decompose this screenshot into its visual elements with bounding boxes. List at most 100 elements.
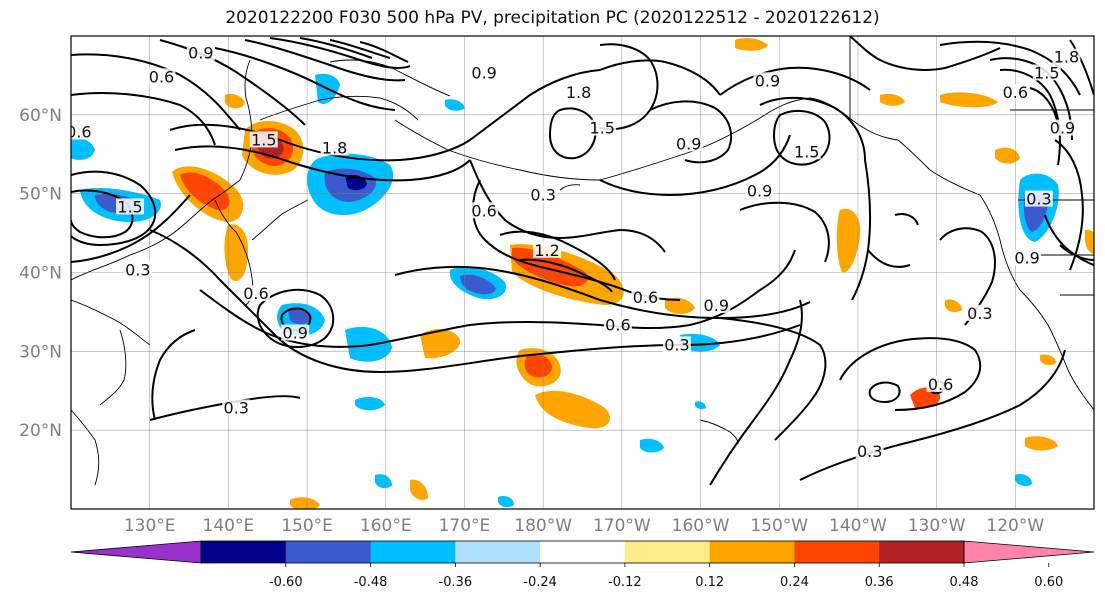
lon-tick-label: 150°W — [750, 516, 808, 536]
contour-label: 0.3 — [967, 304, 992, 323]
lon-tick-label: 160°E — [360, 516, 412, 536]
contour-label-bg — [603, 316, 632, 333]
contour-label-bg — [470, 64, 499, 81]
colorbar-tick-label: 0.36 — [865, 575, 894, 590]
colorbar-segment — [709, 541, 795, 563]
contour-label-bg — [564, 84, 593, 101]
colorbar-segment — [201, 541, 287, 563]
contour-label: 0.6 — [633, 288, 658, 307]
contour-label: 1.5 — [794, 142, 819, 161]
contour-label: 0.3 — [857, 442, 882, 461]
contour-label-bg — [965, 304, 994, 321]
contour-label: 0.3 — [530, 186, 555, 205]
gridlines — [71, 36, 1094, 509]
contour-label: 0.9 — [676, 134, 701, 153]
contour-label: 0.6 — [605, 316, 630, 335]
contour-label-bg — [123, 261, 152, 278]
colorbar-segment — [370, 541, 456, 563]
map-frame — [70, 35, 1095, 510]
contour-label-bg — [855, 442, 884, 459]
lat-tick-label: 60°N — [19, 106, 62, 126]
lon-tick-label: 140°E — [203, 516, 255, 536]
longitude-labels: 130°E 140°E 150°E 160°E 170°E 180°W 170°W 160°W… — [124, 516, 1045, 536]
map-panel: 0.60.90.6 1.5 1.80.91.80.90.91.51.50.90.30… — [66, 36, 1094, 509]
lat-tick-label: 40°N — [19, 264, 62, 284]
contour-label-bg — [1001, 84, 1030, 101]
contour-label-bg — [1024, 190, 1053, 207]
contour-label: 1.8 — [1054, 48, 1079, 67]
contour-label: 0.6 — [66, 123, 91, 142]
map-title: 2020122200 F030 500 hPa PV, precipitatio… — [225, 8, 880, 28]
lon-tick-label: 130°E — [124, 516, 176, 536]
pv-contour-labels: 0.60.90.6 1.5 1.80.91.80.90.91.51.50.90.30… — [66, 44, 1081, 461]
contour-label-bg — [631, 289, 660, 306]
contour-label-bg — [249, 131, 278, 148]
colorbar-tick-label: 0.48 — [950, 575, 979, 590]
contour-label: 0.6 — [149, 67, 174, 86]
contour-label-bg — [241, 285, 270, 302]
colorbar-segment — [794, 541, 880, 563]
contour-label: 0.6 — [928, 375, 953, 394]
lon-tick-label: 170°E — [439, 516, 491, 536]
contour-label-bg — [529, 186, 558, 203]
colorbar-segment — [285, 541, 372, 563]
contour-label-bg — [662, 336, 691, 353]
contour-label: 0.9 — [471, 63, 496, 82]
latitude-labels: 20°N 30°N 40°N 50°N 60°N — [19, 106, 62, 441]
contour-label-bg — [674, 135, 703, 152]
lon-tick-label: 170°W — [593, 516, 651, 536]
contour-label: 1.8 — [566, 83, 591, 102]
contour-label-bg — [926, 375, 955, 392]
contour-label: 0.9 — [1050, 119, 1075, 138]
contour-label-bg — [745, 182, 774, 199]
lat-tick-label: 30°N — [19, 342, 62, 362]
contour-label: 0.9 — [704, 296, 729, 315]
colorbar-tick-label: -0.12 — [608, 575, 642, 590]
contour-label: 1.5 — [251, 130, 276, 149]
colorbar-segment — [879, 541, 965, 563]
contour-label-bg — [753, 72, 782, 89]
contour-label-bg — [792, 143, 821, 160]
lon-tick-label: 180°W — [514, 516, 572, 536]
contour-label-bg — [470, 202, 499, 219]
colorbar-tick-label: 0.60 — [1034, 575, 1063, 590]
colorbar-tick-label: -0.24 — [523, 575, 557, 590]
contour-label: 1.5 — [1034, 63, 1059, 82]
lon-tick-label: 120°W — [986, 516, 1044, 536]
contour-label: 1.2 — [534, 241, 559, 260]
contour-label: 0.9 — [188, 44, 213, 63]
coastlines — [71, 36, 1094, 486]
contour-label: 0.3 — [664, 335, 689, 354]
contour-label: 0.6 — [1003, 83, 1028, 102]
colorbar-tick-label: 0.24 — [780, 575, 809, 590]
contour-label: 1.5 — [589, 119, 614, 138]
contour-label: 0.6 — [243, 284, 268, 303]
contour-label-bg — [281, 324, 310, 341]
contour-label: 1.8 — [322, 138, 347, 157]
lat-tick-label: 20°N — [19, 421, 62, 441]
contour-label: 0.3 — [224, 398, 249, 417]
colorbar-outline — [200, 540, 965, 564]
lat-tick-label: 50°N — [19, 185, 62, 205]
contour-label-bg — [320, 139, 349, 156]
colorbar: -0.60 -0.48 -0.36 -0.24 -0.12 0.12 0.24 0.36 0.4… — [70, 540, 1095, 590]
contour-label-bg — [1052, 48, 1081, 65]
contour-label: 0.9 — [755, 71, 780, 90]
colorbar-extend-min — [70, 540, 202, 564]
contour-label: 0.9 — [747, 182, 772, 201]
colorbar-segment — [455, 541, 541, 563]
colorbar-tick-label: -0.48 — [354, 575, 388, 590]
colorbar-tick-label: -0.60 — [269, 575, 303, 590]
contour-label: 0.3 — [1026, 190, 1051, 209]
colorbar-tick-label: -0.36 — [439, 575, 473, 590]
contour-label-bg — [116, 198, 145, 215]
lon-tick-label: 150°E — [281, 516, 333, 536]
contour-label: 0.6 — [471, 201, 496, 220]
colorbar-tick-label: 0.12 — [695, 575, 724, 590]
contour-label-bg — [71, 123, 93, 140]
contour-label-bg — [533, 241, 562, 258]
contour-label-bg — [1048, 119, 1077, 136]
contour-label-bg — [222, 399, 251, 416]
pv-contours — [71, 36, 1094, 486]
